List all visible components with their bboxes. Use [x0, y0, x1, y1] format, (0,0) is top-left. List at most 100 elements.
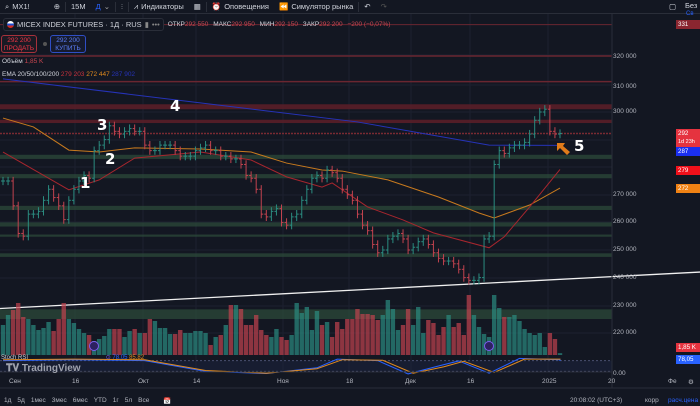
- ohlc-bar: [213, 146, 218, 155]
- volume-bar: [183, 333, 188, 355]
- settlement-price-toggle[interactable]: расч.цена: [668, 397, 699, 404]
- add-symbol-button[interactable]: ⊕: [49, 0, 65, 14]
- ohlc-bar: [461, 265, 466, 282]
- range-all[interactable]: Все: [138, 397, 150, 404]
- time-tick: 14: [193, 378, 201, 385]
- range-1d[interactable]: 1д: [4, 397, 12, 404]
- volume-bar: [466, 295, 472, 355]
- volume-bar: [71, 323, 77, 355]
- more-icon[interactable]: •••: [151, 20, 160, 29]
- volume-bar: [557, 353, 563, 355]
- ohlc-bar: [441, 254, 446, 266]
- layouts-button[interactable]: ▦: [189, 0, 206, 14]
- range-ytd[interactable]: YTD: [93, 397, 107, 404]
- russia-flag-icon: [7, 21, 14, 28]
- interval-15m[interactable]: 15M: [66, 0, 91, 14]
- volume-bar: [380, 315, 385, 355]
- event-marker-icon[interactable]: [89, 341, 99, 351]
- layout-name-label[interactable]: Без: [684, 1, 699, 10]
- redo-button[interactable]: ↷: [376, 0, 392, 14]
- ohlc-bar: [147, 140, 152, 155]
- volume-bar: [264, 335, 269, 355]
- volume-bar: [198, 331, 203, 355]
- alerts-button[interactable]: ⏰ Оповещения: [207, 0, 274, 14]
- ohlc-bar: [537, 107, 542, 125]
- volume-bar: [426, 320, 431, 355]
- range-1y[interactable]: 1г: [112, 397, 119, 404]
- price-tag-ema200: 287 902: [676, 147, 700, 156]
- event-marker-icon[interactable]: [484, 341, 494, 351]
- time-tick: Ноя: [277, 378, 289, 385]
- layout-save-label[interactable]: Св: [686, 11, 694, 17]
- range-3m[interactable]: 3мес: [51, 397, 67, 404]
- volume-bar: [405, 309, 411, 355]
- ohlc-bar: [16, 201, 21, 238]
- price-tick: 260 000: [613, 218, 637, 225]
- buy-price: 292 200: [56, 37, 80, 44]
- volume-legend[interactable]: Объём 1,85 K: [2, 58, 43, 65]
- indicators-button[interactable]: ⩘ Индикаторы: [129, 0, 189, 14]
- bookmark-icon[interactable]: ▮: [144, 20, 149, 29]
- stoch-legend[interactable]: Stoch RSI ⊙ 78,05 85,82: [1, 355, 144, 362]
- ohlc-bar: [198, 143, 203, 155]
- ohlc-bar: [163, 140, 168, 150]
- ema-legend[interactable]: EMA 20/50/100/200 279 203 272 447 287 90…: [2, 71, 135, 78]
- range-6m[interactable]: 6мес: [72, 397, 88, 404]
- ohlc-bar: [436, 248, 441, 263]
- volume-bar: [122, 337, 127, 355]
- settings-gear-icon[interactable]: ⚙: [688, 379, 694, 386]
- symbol-title-box[interactable]: MICEX INDEX FUTURES · 1Д · RUS ▮ •••: [3, 18, 164, 31]
- ohlc-bar: [223, 152, 228, 161]
- volume-value: 1,85 K: [24, 58, 44, 65]
- interval-day[interactable]: Д ⌄: [91, 0, 115, 14]
- volume-bar: [507, 317, 512, 355]
- ohlc-bar: [46, 185, 51, 205]
- plus-circle-icon: ⊕: [53, 2, 61, 11]
- volume-bar: [304, 307, 310, 355]
- volume-bar: [284, 340, 289, 355]
- ohlc-bar: [26, 209, 31, 241]
- volume-tag: 1,85 K: [676, 343, 700, 352]
- volume-bar: [193, 331, 198, 355]
- time-tick: 2025: [542, 378, 557, 385]
- redo-icon: ↷: [380, 2, 387, 11]
- time-tick: 16: [467, 378, 475, 385]
- stoch-d-value: 85,82: [129, 355, 145, 361]
- volume-bar: [340, 329, 345, 355]
- sell-button[interactable]: 292 200 ПРОДАТЬ: [1, 35, 37, 53]
- replay-button[interactable]: ⏪ Симулятор рынка: [274, 0, 358, 14]
- clock[interactable]: 20:08:02 (UTC+3): [570, 397, 623, 404]
- ohlc-bar: [208, 140, 213, 155]
- adjustment-toggle[interactable]: корр: [645, 397, 659, 404]
- symbol-search[interactable]: ⌕ MX1!: [0, 0, 35, 14]
- buy-button[interactable]: 292 200 КУПИТЬ: [50, 35, 86, 53]
- ohlc-bar: [395, 229, 400, 241]
- volume-bar: [502, 317, 507, 355]
- ohlc-bar: [522, 138, 527, 150]
- calendar-icon[interactable]: 📅: [163, 398, 172, 405]
- ohlc-bar: [61, 201, 66, 224]
- undo-button[interactable]: ↶: [359, 0, 375, 14]
- fullscreen-button[interactable]: ▢: [664, 0, 681, 14]
- bar-style-button[interactable]: ⫶: [116, 0, 128, 14]
- ohlc-bar: [168, 140, 173, 150]
- ohlc-bar: [254, 174, 259, 194]
- ohlc-bar: [51, 185, 56, 202]
- resistance-zone: [0, 104, 612, 110]
- volume-bar: [532, 335, 537, 355]
- volume-bar: [248, 325, 254, 355]
- range-5y[interactable]: 5л: [124, 397, 133, 404]
- price-tick: 220 000: [613, 329, 637, 336]
- volume-bar: [56, 319, 61, 355]
- open-label: ОТКР: [167, 21, 185, 28]
- ohlc-bar: [497, 146, 502, 169]
- ohlc-bar: [36, 207, 41, 219]
- range-5d[interactable]: 5д: [17, 397, 25, 404]
- ohlc-bar: [279, 204, 284, 227]
- volume-bar: [86, 335, 92, 355]
- symbol-title: MICEX INDEX FUTURES · 1Д · RUS: [17, 20, 142, 29]
- volume-bar: [299, 313, 304, 355]
- range-1m[interactable]: 1мес: [30, 397, 46, 404]
- ema50-line: [2, 117, 561, 219]
